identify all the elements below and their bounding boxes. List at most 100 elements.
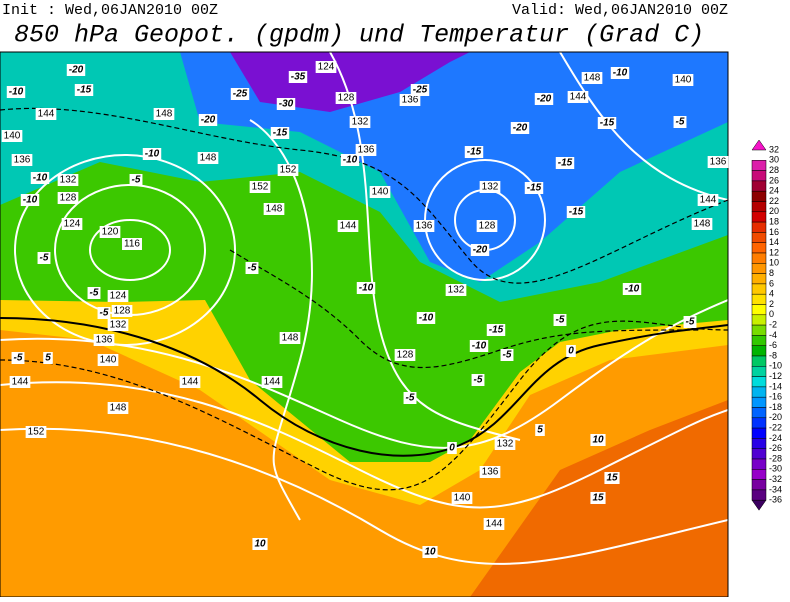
geopotential-label: 144 <box>261 376 283 388</box>
temperature-label-box <box>471 374 485 386</box>
colorbar-swatch <box>751 396 767 408</box>
geopotential-label-text: 144 <box>570 92 587 103</box>
geopotential-label-text: 144 <box>12 377 29 388</box>
temperature-label: -20 <box>510 122 530 134</box>
geopotential-label: 120 <box>99 226 121 238</box>
temperature-label: -5 <box>500 349 514 361</box>
geopotential-label: 148 <box>581 72 603 84</box>
colorbar-label: 30 <box>769 155 779 165</box>
temperature-label-text: 0 <box>449 443 455 454</box>
geopotential-label-text: 136 <box>358 145 375 156</box>
temperature-label-box <box>356 282 376 294</box>
temperature-label-text: -10 <box>625 284 640 295</box>
geopotential-label-text: 132 <box>60 175 77 186</box>
temperature-label-box <box>597 117 617 129</box>
geopotential-label: 148 <box>153 108 175 120</box>
geopotential-label-box <box>691 218 713 230</box>
colorbar-swatch <box>751 448 767 460</box>
geopotential-label: 152 <box>277 164 299 176</box>
geopotential-label-box <box>369 186 391 198</box>
geopotential-label: 128 <box>57 192 79 204</box>
temperature-label-text: -25 <box>413 85 428 96</box>
colorbar-label: -10 <box>769 361 782 371</box>
temperature-label-text: -35 <box>291 72 306 83</box>
temperature-label-box <box>469 340 489 352</box>
geopotential-label: 140 <box>672 74 694 86</box>
geopotential-label-box <box>335 92 357 104</box>
geopotential-label-box <box>99 226 121 238</box>
geopotential-label-text: 136 <box>416 221 433 232</box>
temperature-label-box <box>270 127 290 139</box>
temperature-label: -10 <box>416 312 436 324</box>
temperature-label-box <box>276 98 296 110</box>
colorbar-swatch <box>751 160 767 171</box>
geopotential-label-box <box>581 72 603 84</box>
temperature-label-text: -15 <box>558 158 573 169</box>
colorbar-swatch <box>751 386 767 398</box>
temperature-label: 0 <box>447 442 457 454</box>
temperature-label: -10 <box>356 282 376 294</box>
temperature-label-box <box>230 88 250 100</box>
temperature-label-text: 15 <box>592 493 604 504</box>
geopotential-label: 144 <box>337 220 359 232</box>
temperature-label-text: 5 <box>537 425 543 436</box>
colorbar-swatch <box>751 489 767 501</box>
geopotential-label-box <box>97 354 119 366</box>
geopotential-label-text: 144 <box>340 221 357 232</box>
temperature-label-text: -5 <box>90 288 99 299</box>
temperature-label-text: -10 <box>359 283 374 294</box>
temperature-label: -5 <box>37 252 51 264</box>
geopotential-label-text: 148 <box>282 333 299 344</box>
geopotential-label: 148 <box>691 218 713 230</box>
temperature-label: -35 <box>288 71 308 83</box>
temperature-label-text: -5 <box>676 117 685 128</box>
colorbar-swatch <box>751 283 767 295</box>
geopotential-label-box <box>57 192 79 204</box>
geopotential-label-box <box>451 492 473 504</box>
temperature-label-box <box>604 472 620 484</box>
temperature-label-box <box>74 84 94 96</box>
temperature-label: -10 <box>469 340 489 352</box>
temperature-label: -15 <box>555 157 575 169</box>
temperature-label-box <box>566 206 586 218</box>
geopotential-label: 128 <box>476 220 498 232</box>
geopotential-label: 132 <box>494 438 516 450</box>
temperature-label: -20 <box>534 93 554 105</box>
geopotential-label-text: 120 <box>102 227 119 238</box>
geopotential-label: 116 <box>122 238 142 250</box>
geopotential-label-text: 144 <box>38 109 55 120</box>
temperature-label-text: -10 <box>419 313 434 324</box>
temperature-label-box <box>553 314 567 326</box>
geopotential-label: 132 <box>57 174 79 186</box>
temperature-label: -5 <box>553 314 567 326</box>
colorbar-arrow <box>751 139 767 151</box>
geopotential-label: 144 <box>9 376 31 388</box>
geopotential-label: 132 <box>479 181 501 193</box>
temperature-label: -10 <box>622 283 642 295</box>
temperature-label-text: 10 <box>254 539 266 550</box>
colorbar-label: 2 <box>769 299 774 309</box>
geopotential-label-box <box>35 108 57 120</box>
temperature-label: -15 <box>597 117 617 129</box>
geopotential-label-text: 140 <box>100 355 117 366</box>
geopotential-label: 152 <box>25 426 47 438</box>
temperature-label-box <box>416 312 436 324</box>
temperature-label: -10 <box>20 194 40 206</box>
temperature-label: -10 <box>30 172 50 184</box>
colorbar-swatch <box>751 201 767 213</box>
geopotential-label-box <box>9 376 31 388</box>
colorbar-label: 12 <box>769 247 779 257</box>
temperature-label-box <box>464 146 484 158</box>
temperature-label: -5 <box>87 287 101 299</box>
temperature-label-box <box>11 352 25 364</box>
geopotential-label-text: 136 <box>96 335 113 346</box>
geopotential-label-text: 132 <box>482 182 499 193</box>
colorbar-swatch <box>751 221 767 233</box>
temperature-label-box <box>403 392 417 404</box>
geopotential-label-box <box>57 174 79 186</box>
temperature-label: 15 <box>604 472 620 484</box>
geopotential-label-box <box>107 402 129 414</box>
temperature-label-text: -20 <box>201 115 216 126</box>
colorbar-swatch <box>751 469 767 480</box>
